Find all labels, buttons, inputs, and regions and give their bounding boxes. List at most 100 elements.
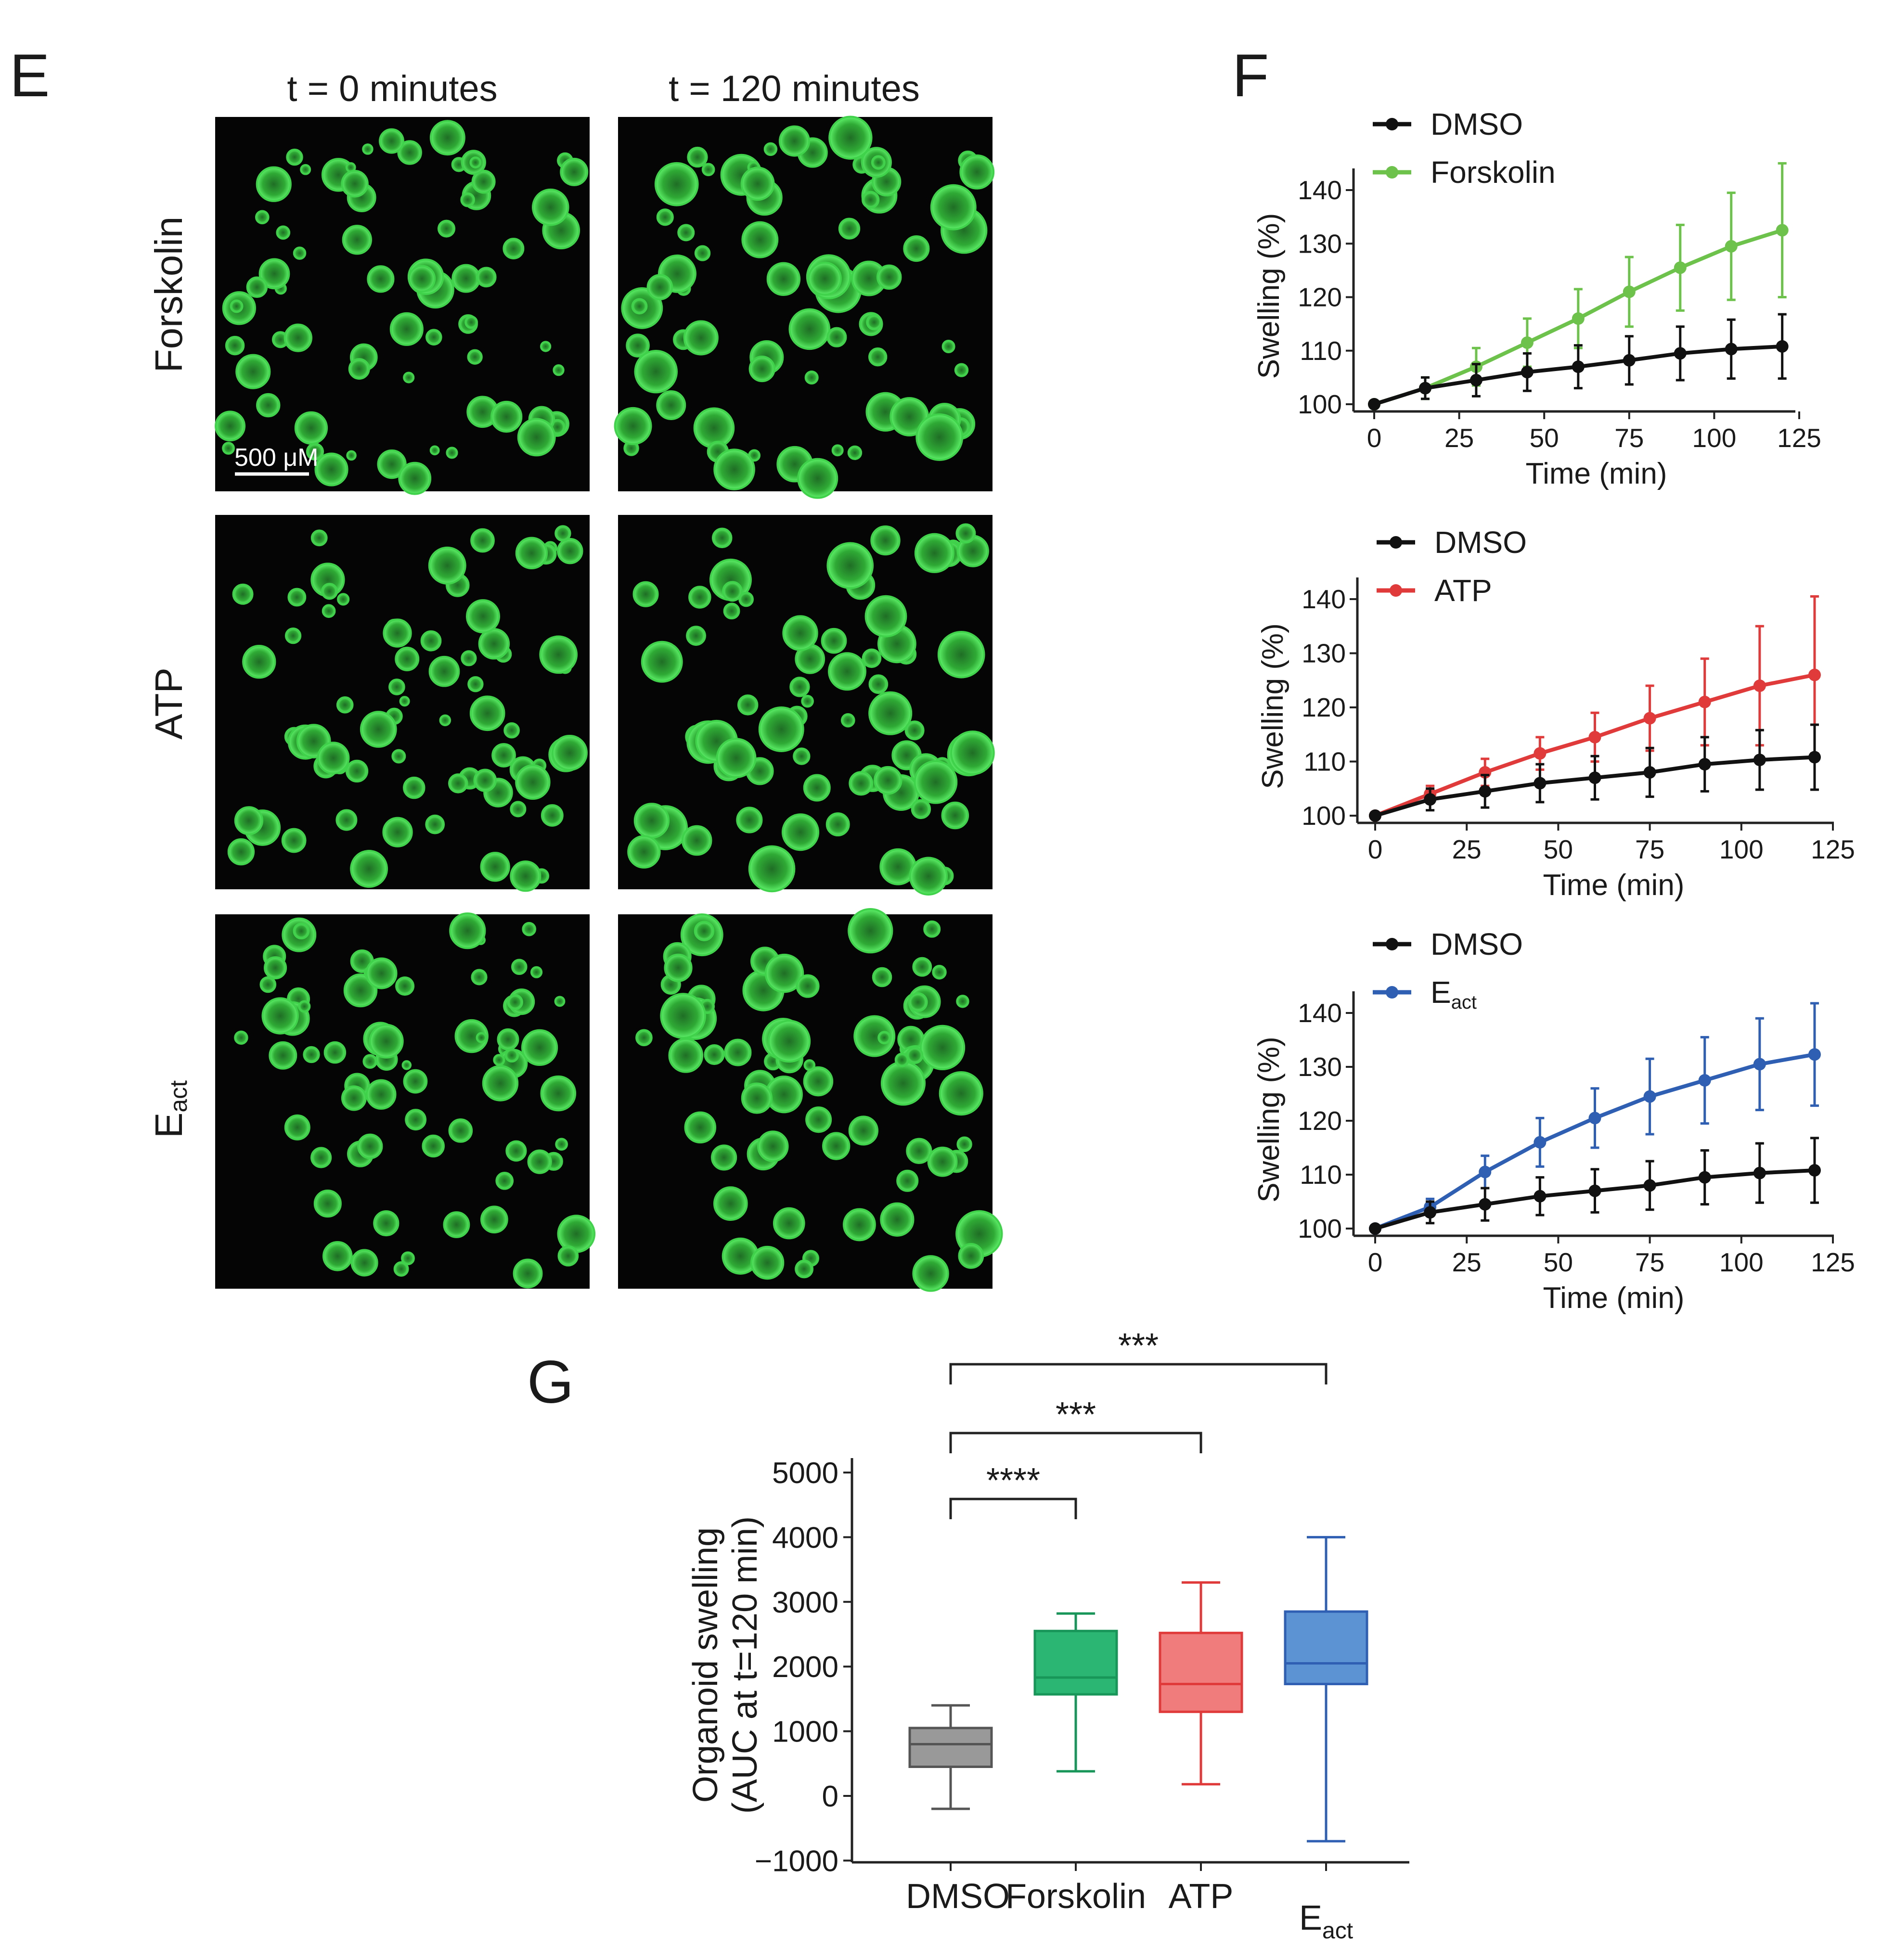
organoid — [482, 1065, 519, 1102]
y-tick-label: 120 — [1298, 1106, 1342, 1136]
x-tick-label: 125 — [1777, 423, 1821, 453]
organoid — [848, 908, 893, 954]
y-tick-label: 120 — [1298, 282, 1342, 312]
micrograph-panel — [215, 515, 590, 892]
row-label-atp-main: ATP — [147, 667, 190, 740]
data-point — [1674, 347, 1687, 360]
x-tick-label: 0 — [1368, 834, 1383, 864]
organoid — [256, 393, 281, 418]
data-point — [1479, 1198, 1492, 1211]
organoid — [303, 1046, 320, 1063]
legend-swatch-marker — [1386, 986, 1398, 999]
organoid — [853, 1015, 896, 1057]
organoid — [821, 628, 847, 654]
micrograph-panel — [215, 117, 590, 495]
y-axis-label-line: Organoid swelling — [686, 1527, 725, 1803]
organoid — [956, 1136, 972, 1152]
data-point — [1479, 1166, 1492, 1179]
organoid — [880, 1202, 915, 1237]
y-axis-label: Swelling (%) — [1252, 1037, 1286, 1203]
legend-label: Eact — [1431, 975, 1477, 1013]
organoid — [258, 258, 290, 290]
organoid — [959, 154, 995, 190]
data-point — [1623, 285, 1636, 298]
organoid — [306, 442, 324, 461]
organoid — [341, 1085, 367, 1111]
organoid — [395, 646, 420, 671]
data-point — [1808, 1048, 1821, 1061]
organoid — [504, 1048, 519, 1063]
organoid — [896, 1169, 919, 1192]
organoid — [704, 1044, 725, 1065]
organoid — [688, 586, 711, 609]
organoid — [422, 1134, 445, 1158]
legend-label-sub: act — [1451, 992, 1477, 1013]
organoid — [259, 976, 277, 993]
organoid — [741, 221, 779, 258]
organoid — [828, 115, 873, 160]
organoid — [300, 164, 311, 175]
organoid — [723, 602, 740, 620]
organoid — [941, 801, 969, 830]
x-tick-label: 50 — [1544, 834, 1573, 864]
organoid — [246, 276, 268, 298]
y-tick-label: 100 — [1298, 389, 1342, 419]
organoid — [362, 1054, 378, 1069]
panel-letter-e: E — [10, 42, 50, 109]
organoid — [848, 1115, 878, 1146]
organoid — [284, 1114, 310, 1140]
organoid — [871, 155, 886, 170]
organoid — [388, 679, 405, 695]
organoid — [635, 1029, 653, 1047]
organoid — [342, 225, 372, 255]
data-point — [1369, 1222, 1381, 1235]
organoid — [264, 956, 287, 980]
organoid — [826, 542, 874, 589]
organoid — [517, 418, 556, 457]
organoid — [317, 742, 350, 775]
organoid — [286, 148, 303, 166]
data-point — [1643, 1179, 1656, 1192]
organoid — [634, 349, 678, 394]
organoid — [540, 341, 552, 352]
organoid — [803, 1066, 834, 1097]
data-point — [1753, 679, 1766, 692]
x-tick-label: ATP — [1169, 1877, 1234, 1916]
data-point — [1534, 777, 1547, 790]
x-tick-label: 25 — [1452, 834, 1482, 864]
organoid — [515, 537, 548, 569]
legend-label-main: Forskolin — [1431, 155, 1556, 190]
organoid — [366, 1079, 397, 1110]
organoid — [530, 966, 543, 978]
organoid — [408, 265, 436, 293]
organoid — [828, 652, 866, 691]
organoid — [778, 125, 810, 157]
organoid — [510, 801, 527, 818]
organoid — [716, 738, 757, 779]
y-tick-label: 0 — [822, 1780, 838, 1813]
row-label-eact: Eact — [147, 1080, 192, 1138]
organoid — [505, 1140, 527, 1162]
data-point — [1588, 1112, 1601, 1125]
organoid — [227, 838, 255, 866]
organoid — [350, 1249, 378, 1277]
data-point — [1725, 343, 1738, 356]
organoid — [656, 208, 674, 226]
organoid — [904, 720, 925, 741]
organoid — [454, 1019, 489, 1053]
organoid — [480, 852, 510, 882]
organoid — [950, 730, 995, 775]
organoid — [515, 764, 551, 800]
y-tick-label: −1000 — [755, 1845, 838, 1878]
row-label-atp: ATP — [147, 667, 190, 740]
organoid — [923, 920, 941, 938]
organoid — [403, 1069, 428, 1094]
y-tick-label: 140 — [1302, 584, 1346, 614]
y-tick-label: 3000 — [772, 1586, 838, 1619]
organoid — [379, 128, 404, 154]
organoid — [323, 1041, 347, 1064]
organoid — [793, 747, 811, 765]
organoid — [393, 1261, 409, 1277]
swelling-chart-eact: 100 110 120 130 140 0 25 50 75 100 125 Time (min) Sw… — [1252, 927, 1855, 1315]
